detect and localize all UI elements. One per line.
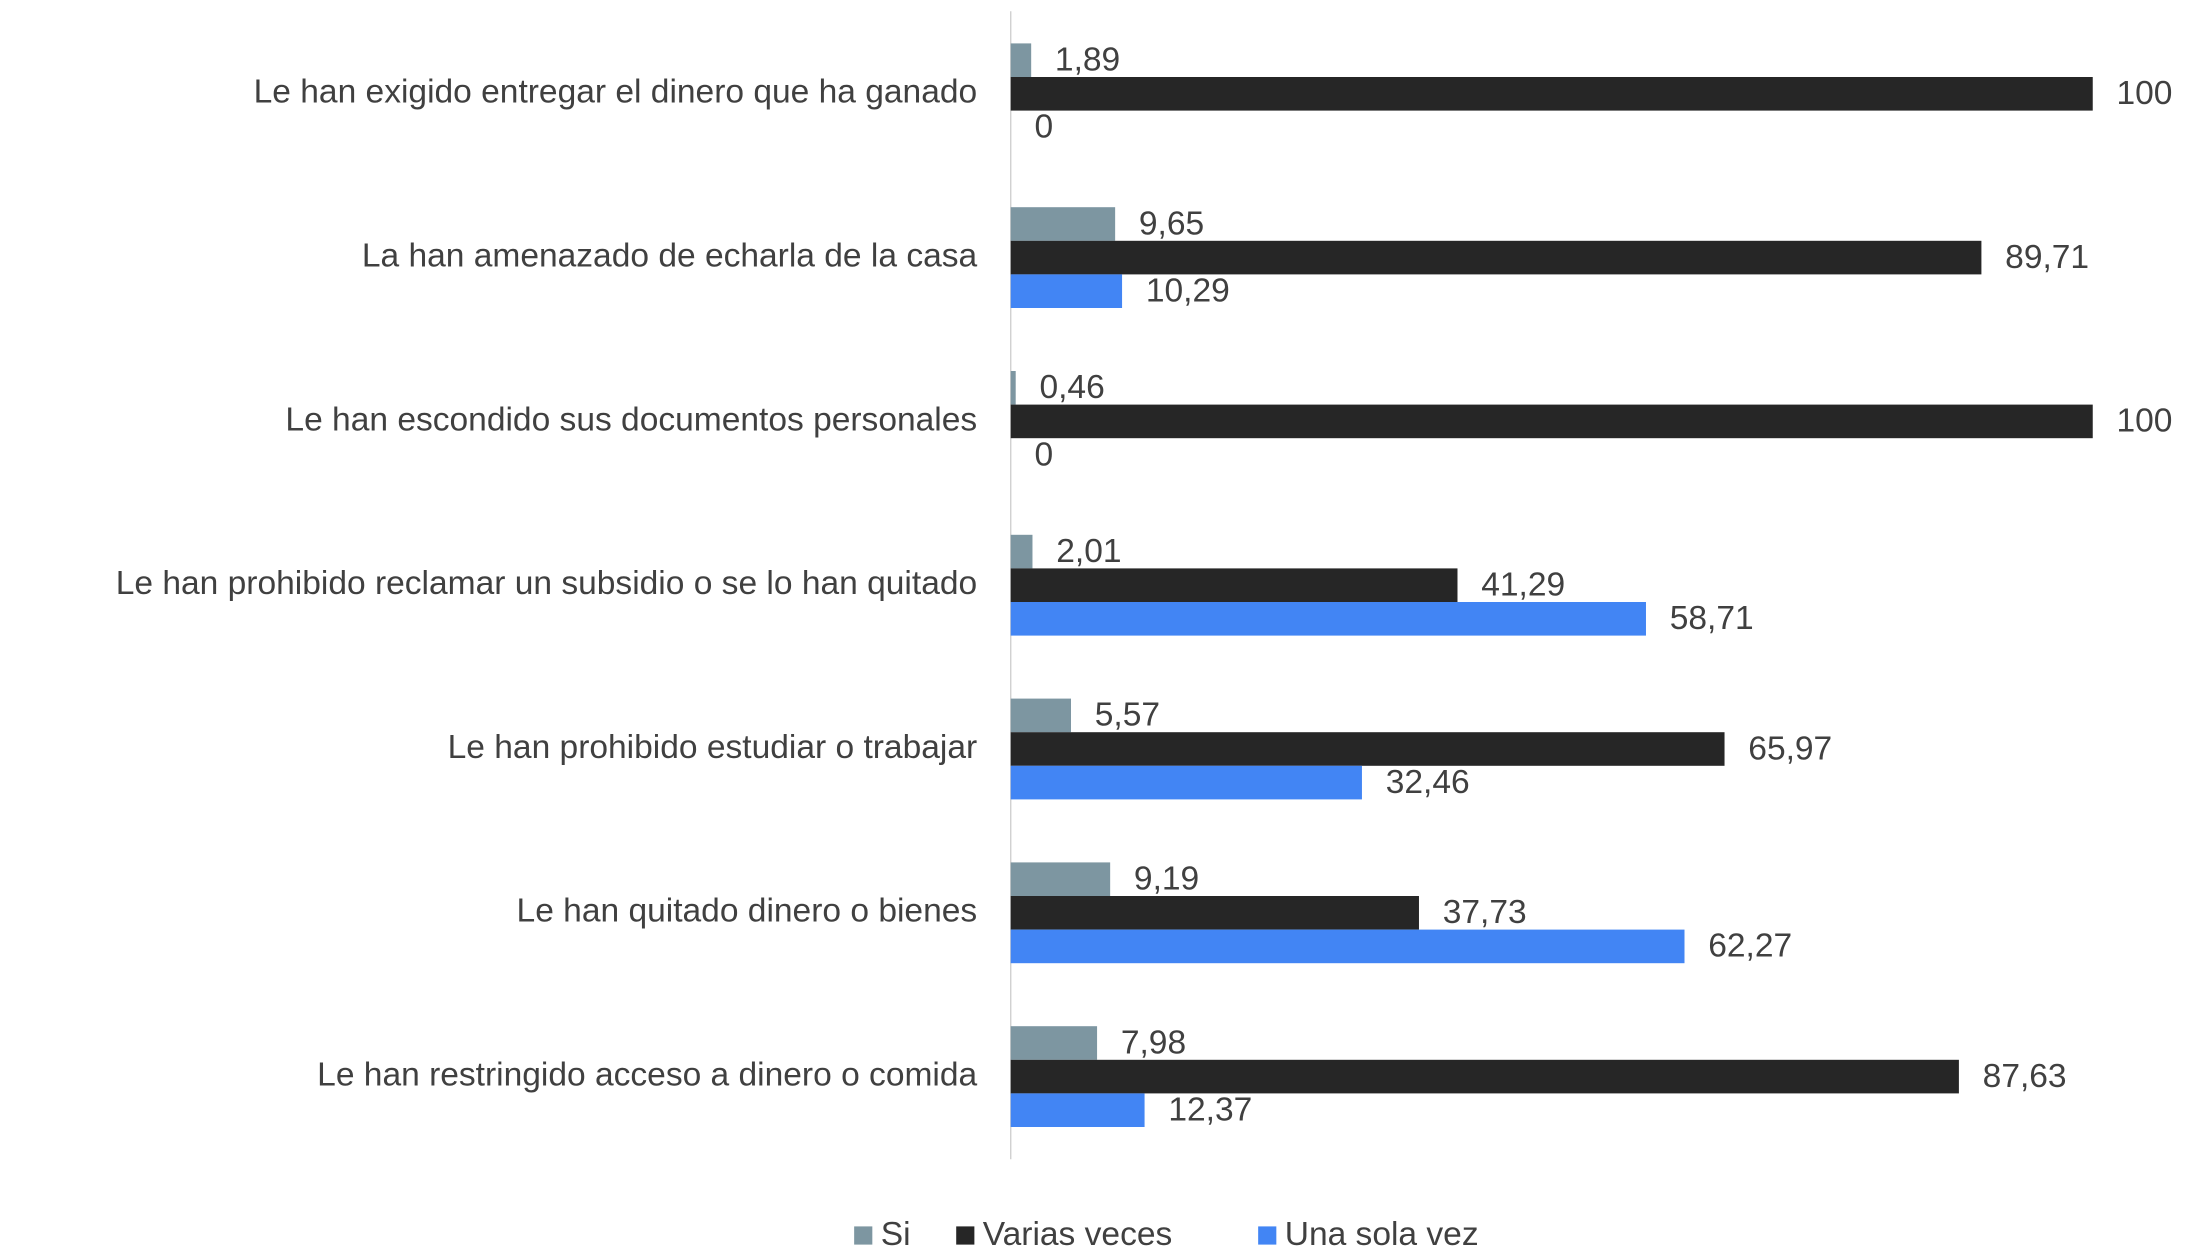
value-label: 41,29 <box>1481 566 1565 603</box>
value-label: 58,71 <box>1670 600 1754 637</box>
bar <box>1010 207 1116 241</box>
value-label: 9,65 <box>1139 205 1204 242</box>
value-label: 12,37 <box>1168 1091 1252 1128</box>
bar <box>1010 1093 1145 1127</box>
category-label: La han amenazado de echarla de la casa <box>362 237 978 274</box>
value-label: 65,97 <box>1748 730 1832 767</box>
value-label: 62,27 <box>1708 928 1792 965</box>
bar <box>1010 765 1362 800</box>
value-label: 2,01 <box>1056 533 1121 570</box>
category-label: Le han exigido entregar el dinero que ha… <box>254 74 978 111</box>
bar <box>1010 732 1725 766</box>
bar <box>1010 240 1982 275</box>
bar <box>1010 568 1458 602</box>
bar <box>1010 371 1016 405</box>
legend-label: Varias veces <box>983 1216 1173 1253</box>
value-label: 89,71 <box>2005 239 2089 276</box>
legend-label: Una sola vez <box>1285 1216 1479 1253</box>
bar <box>1010 404 2093 439</box>
bar <box>1010 862 1111 896</box>
category-label: Le han prohibido estudiar o trabajar <box>448 729 978 766</box>
value-label: 5,57 <box>1095 697 1160 734</box>
bar <box>1010 602 1646 636</box>
value-label: 100 <box>2117 75 2173 112</box>
bar <box>1010 274 1123 308</box>
bar <box>1010 534 1033 569</box>
legend-swatch <box>956 1226 975 1245</box>
value-label: 10,29 <box>1146 272 1230 309</box>
legend-label: Si <box>881 1216 911 1253</box>
value-label: 32,46 <box>1386 764 1470 801</box>
category-label: Le han quitado dinero o bienes <box>517 893 978 930</box>
value-label: 0 <box>1034 109 1053 146</box>
bar <box>1010 43 1032 77</box>
value-label: 0,46 <box>1039 369 1104 406</box>
bar <box>1010 698 1071 733</box>
legend-swatch <box>854 1226 873 1245</box>
category-label: Le han restringido acceso a dinero o com… <box>317 1056 977 1093</box>
value-label: 9,19 <box>1134 860 1199 897</box>
value-label: 87,63 <box>1983 1058 2067 1095</box>
value-label: 0 <box>1034 436 1053 473</box>
value-label: 37,73 <box>1443 894 1527 931</box>
bar <box>1010 1026 1098 1060</box>
category-label: Le han escondido sus documentos personal… <box>285 401 977 438</box>
bar <box>1010 1059 1959 1094</box>
value-label: 7,98 <box>1121 1024 1186 1061</box>
category-label: Le han prohibido reclamar un subsidio o … <box>116 565 977 602</box>
legend-swatch <box>1258 1226 1277 1245</box>
bar <box>1010 77 2093 111</box>
value-label: 100 <box>2117 403 2173 440</box>
bar <box>1010 896 1419 930</box>
bar <box>1010 929 1685 964</box>
value-label: 1,89 <box>1055 41 1120 78</box>
